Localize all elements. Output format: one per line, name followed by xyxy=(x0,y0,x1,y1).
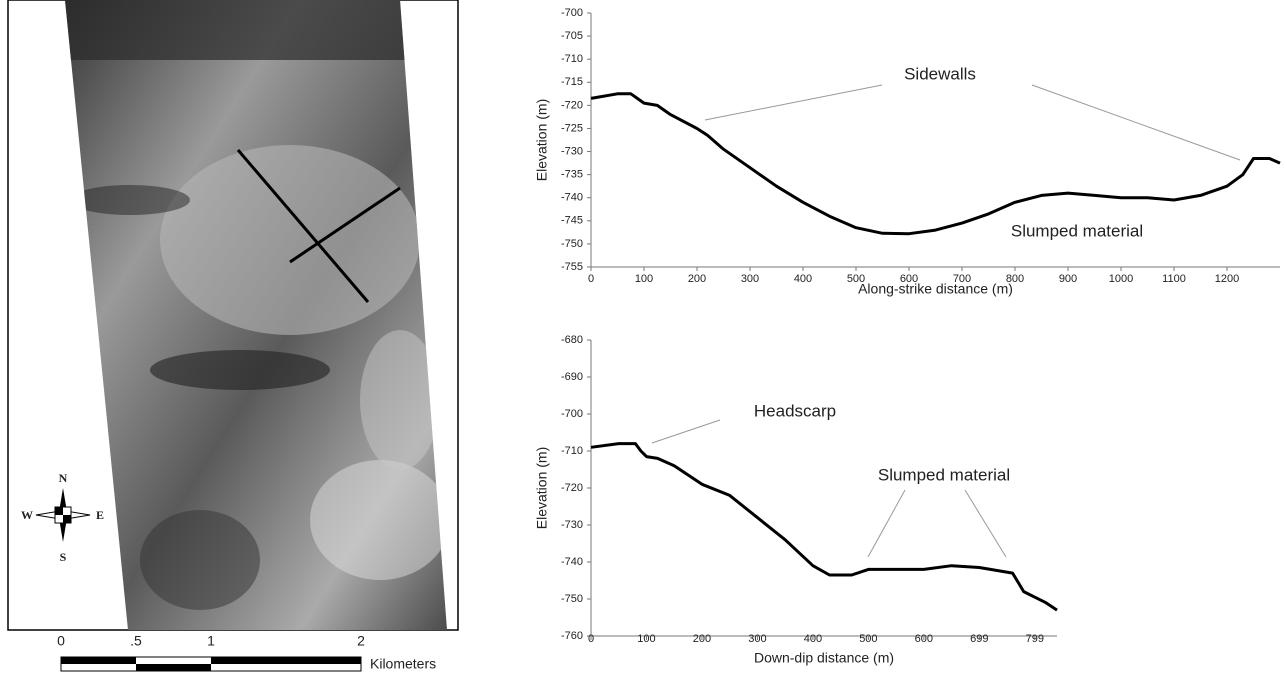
x-tick-label: 500 xyxy=(847,273,865,285)
scale-label: 1 xyxy=(207,633,215,649)
y-tick-label: -750 xyxy=(561,238,583,250)
x-tick-label: 100 xyxy=(635,273,653,285)
x-tick-label: 600 xyxy=(900,273,918,285)
leader-line xyxy=(1031,84,1241,161)
x-tick-label: 600 xyxy=(915,633,933,645)
x-tick-label: 800 xyxy=(1006,273,1024,285)
x-tick-label: 300 xyxy=(741,273,759,285)
x-tick-label: 1200 xyxy=(1215,273,1239,285)
x-tick-label: 300 xyxy=(748,633,766,645)
y-tick-label: -715 xyxy=(561,76,583,88)
x-tick-label: 699 xyxy=(970,633,988,645)
bathymetry xyxy=(65,0,447,630)
x-axis-label: Down-dip distance (m) xyxy=(754,650,894,666)
x-tick-label: 799 xyxy=(1026,633,1044,645)
x-tick-label: 1000 xyxy=(1109,273,1133,285)
annotation: Slumped material xyxy=(878,465,1010,484)
y-tick-label: -760 xyxy=(561,630,583,642)
scale-unit: Kilometers xyxy=(370,656,436,672)
y-tick-label: -720 xyxy=(561,99,583,111)
y-tick-label: -755 xyxy=(561,261,583,273)
chart: -760 -750 -740 -730 -720 -710 -700 -690 -680 0 100… xyxy=(534,334,1058,666)
y-tick-label: -745 xyxy=(561,215,583,227)
x-tick-label: 100 xyxy=(637,633,655,645)
y-tick-label: -710 xyxy=(561,445,583,457)
y-tick-label: -730 xyxy=(561,145,583,157)
data-line xyxy=(590,92,1281,236)
scale-label: 2 xyxy=(357,633,365,649)
y-tick-label: -690 xyxy=(561,371,583,383)
y-tick-label: -740 xyxy=(561,192,583,204)
leader-line xyxy=(867,489,906,558)
map: N S W E 0 .5 1 2 Kilometers xyxy=(7,0,459,672)
y-tick-label: -700 xyxy=(561,7,583,19)
compass-e: E xyxy=(96,508,104,522)
annotation: Sidewalls xyxy=(904,64,976,83)
leader-line xyxy=(964,489,1007,558)
y-tick-label: -705 xyxy=(561,30,583,42)
x-tick-label: 200 xyxy=(693,633,711,645)
leader-line xyxy=(704,84,883,121)
y-tick-label: -725 xyxy=(561,122,583,134)
compass-n: N xyxy=(59,471,68,485)
x-tick-label: 700 xyxy=(953,273,971,285)
x-tick-label: 200 xyxy=(688,273,706,285)
x-tick-label: 0 xyxy=(588,633,594,645)
x-tick-label: 0 xyxy=(588,273,594,285)
x-tick-label: 400 xyxy=(804,633,822,645)
data-line xyxy=(590,442,1058,612)
compass: N S W E xyxy=(21,471,104,564)
compass-w: W xyxy=(21,508,33,522)
scale-label: .5 xyxy=(130,633,142,649)
y-tick-label: -700 xyxy=(561,408,583,420)
scale-label: 0 xyxy=(57,633,65,649)
x-tick-label: 1100 xyxy=(1162,273,1186,285)
annotation: Slumped material xyxy=(1011,221,1143,240)
y-axis-label: Elevation (m) xyxy=(534,99,550,181)
y-tick-label: -680 xyxy=(561,334,583,346)
y-tick-label: -740 xyxy=(561,556,583,568)
leader-line xyxy=(651,419,721,444)
y-tick-label: -730 xyxy=(561,519,583,531)
compass-s: S xyxy=(60,550,67,564)
scale-bar: 0 .5 1 2 Kilometers xyxy=(57,633,436,672)
chart: -755 -750 -745 -740 -735 -730 -725 -720 -715 -710… xyxy=(534,7,1281,297)
y-axis-label: Elevation (m) xyxy=(534,447,550,529)
y-tick-label: -735 xyxy=(561,169,583,181)
annotation: Headscarp xyxy=(754,401,836,420)
y-tick-label: -710 xyxy=(561,53,583,65)
y-tick-label: -720 xyxy=(561,482,583,494)
y-tick-label: -750 xyxy=(561,593,583,605)
x-tick-label: 400 xyxy=(794,273,812,285)
x-axis-label: Along-strike distance (m) xyxy=(858,281,1013,297)
x-tick-label: 500 xyxy=(859,633,877,645)
x-tick-label: 900 xyxy=(1059,273,1077,285)
